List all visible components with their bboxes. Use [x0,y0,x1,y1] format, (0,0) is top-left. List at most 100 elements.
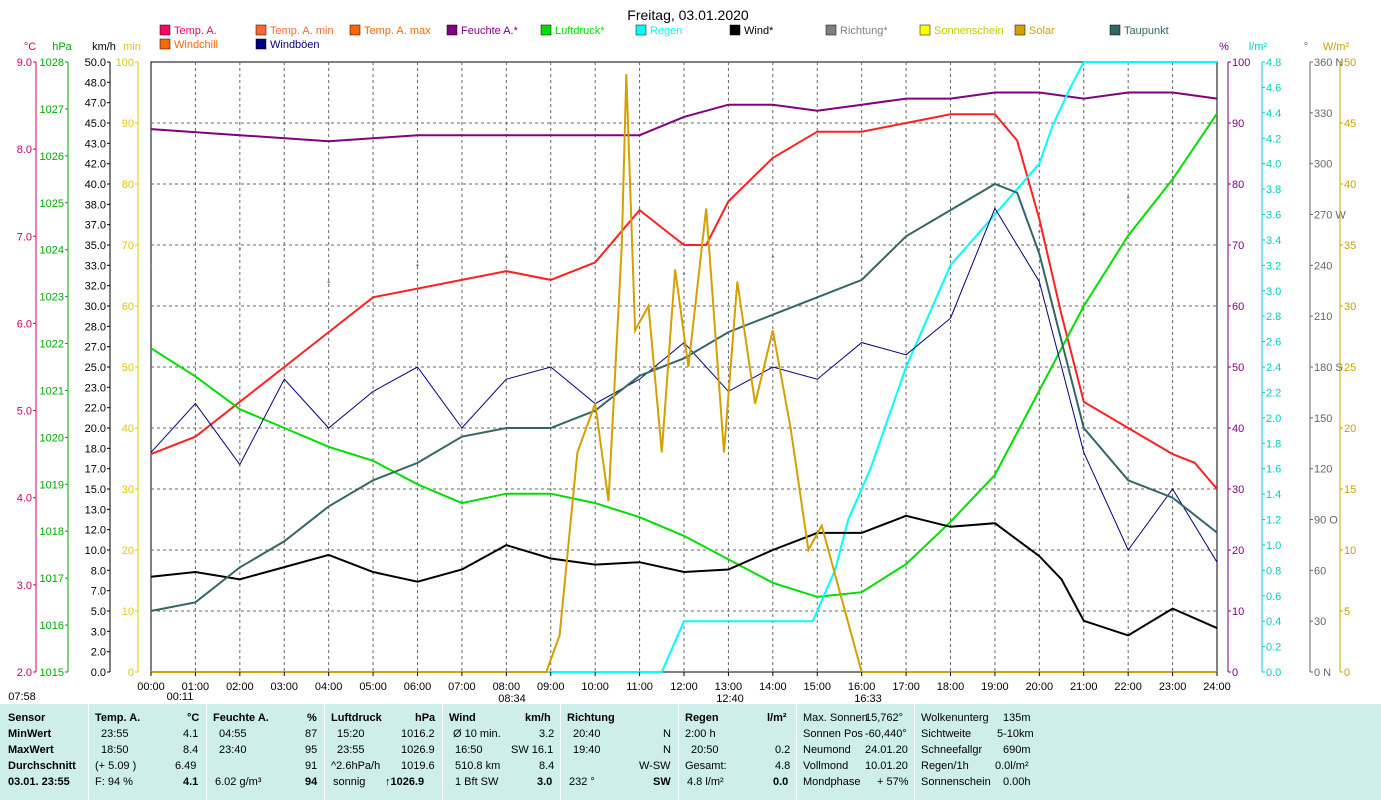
series-line-luftdruck [150,113,1218,598]
right-axis-tick-label: 10 [1344,545,1356,557]
neumond-label: Neumond [803,744,851,756]
temp-last-note: F: 94 % [95,776,133,788]
left-axis-tick-label: 30 [122,484,134,496]
richtung-point [1126,196,1130,199]
richtung-last: SW [653,776,671,788]
left-axis-tick-label: 7.0 [17,231,32,243]
luftdruck-header: Luftdruck [331,712,382,724]
right-axis-tick-label: 2.4 [1266,362,1281,374]
left-axis-tick-label: 10 [122,606,134,618]
stats-row-labels: Sensor MinWert MaxWert Durchschnitt 03.0… [0,704,88,800]
richtung-header: Richtung [567,712,615,724]
temp-unit: °C [187,712,200,724]
richtung-point [860,255,863,259]
right-axis-tick-label: 45 [1344,118,1356,130]
wind-avg10: 3.2 [539,728,555,740]
legend-swatch [446,24,458,36]
richtung-point [505,255,508,259]
right-axis-tick-label: 30 [1314,616,1326,628]
series-group [149,61,1219,673]
right-axis-tick-label: 3.6 [1266,210,1281,222]
left-axis-tick-label: 50 [122,362,134,374]
regen-header: Regen [685,712,719,724]
wind-avg10-label: Ø 10 min. [453,728,501,740]
right-axis-tick-label: 150 [1314,413,1332,425]
left-axis-unit: °C [24,41,36,53]
x-marker-label: 12:40 [716,693,744,704]
x-tick-label: 13:00 [715,681,743,693]
luftdruck-avg: 1019.6 [401,760,435,772]
x-tick-label: 02:00 [226,681,254,693]
regen-total-label: Gesamt: [685,760,727,772]
right-axis-tick-label: 3.4 [1266,235,1281,247]
left-axis-tick-label: 1019 [40,479,64,491]
x-tick-label: 24:00 [1203,681,1231,693]
legend-swatch [255,24,267,36]
left-axis-unit: hPa [52,41,72,53]
left-axis-tick-label: 50.0 [85,57,106,69]
legend-swatch [255,38,267,50]
series-line-regen [151,61,1217,673]
x-tick-label: 03:00 [270,681,298,693]
legend-label: Windböen [270,39,320,51]
legend-label: Windchill [174,39,218,51]
wolken-label: Wolkenunterg [921,712,989,724]
right-axis-tick-label: 4.6 [1266,82,1281,94]
right-axis-tick-label: 360 N [1314,57,1343,69]
legend-label: Solar [1029,25,1055,37]
chart-legend: Temp. A. Temp. A. min Temp. A. max Feuchte … [159,24,1169,51]
right-axis-tick-label: 330 [1314,108,1332,120]
left-axes: °C9.08.07.06.05.04.03.02.0hPa10281027102… [17,41,141,679]
right-axis-tick-label: 15 [1344,484,1356,496]
mondphase: + 57% [877,776,909,788]
right-axis-tick-label: 2.0 [1266,413,1281,425]
legend-swatch [1014,24,1026,36]
legend-label: Wind* [744,25,774,37]
x-tick-label: 05:00 [359,681,387,693]
regen-max: 0.2 [775,744,791,756]
left-axis-tick-label: 18.0 [85,443,106,455]
left-axis-tick-label: 8.0 [17,144,32,156]
neumond: 24.01.20 [865,744,908,756]
right-axis-tick-label: 1.4 [1266,489,1281,501]
left-axis-tick-label: 1015 [40,667,64,679]
left-axis-tick-label: 1016 [40,620,64,632]
left-axis-tick-label: 10.0 [85,545,106,557]
sonne-max-label: Max. Sonnen [803,712,868,724]
right-axis-tick-label: 30 [1232,484,1244,496]
legend-label: Taupunkt [1124,25,1169,37]
row-label-sensor: Sensor [8,712,46,724]
left-axis-tick-label: 35.0 [85,240,106,252]
left-axis-tick-label: 32.0 [85,281,106,293]
right-axis-tick-label: 25 [1344,362,1356,374]
left-axis-tick-label: 23.0 [85,382,106,394]
richtung-point [1215,187,1219,191]
left-axis-tick-label: 1020 [40,432,64,444]
left-axis-tick-label: 30.0 [85,301,106,313]
stats-wolken: Wolkenunterg 135m Sichtweite 5-10km Schn… [914,704,1045,800]
right-axis-unit: W/m² [1323,41,1350,53]
richtung-point [1082,213,1085,216]
x-tick-label: 07:00 [448,681,476,693]
left-axis-tick-label: 1017 [40,573,64,585]
left-axis-tick-label: 1028 [40,57,64,69]
right-axis-tick-label: 3.8 [1266,184,1281,196]
right-axis-tick-label: 2.8 [1266,311,1281,323]
right-axis-unit: % [1219,41,1229,53]
temp-max-time: 18:50 [101,744,129,756]
right-axis-tick-label: 70 [1232,240,1244,252]
sichtweite: 5-10km [997,728,1034,740]
right-axis-tick-label: 3.2 [1266,260,1281,272]
x-tick-label: 06:00 [404,681,432,693]
stats-richtung: Richtung 20:40 N 19:40 N W-SW 232 ° SW [560,704,679,800]
right-axis-tick-label: 0 N [1314,667,1331,679]
right-axis-tick-label: 30 [1344,301,1356,313]
left-axis-tick-label: 45.0 [85,118,106,130]
left-axis-tick-label: 22.0 [85,403,106,415]
regen-max-time: 20:50 [691,744,719,756]
richtung-max-time: 19:40 [573,744,601,756]
feuchte-last: 94 [305,776,318,788]
left-axis-tick-label: 1027 [40,104,64,116]
legend-label: Richtung* [840,25,888,37]
left-axis-tick-label: 1025 [40,198,64,210]
